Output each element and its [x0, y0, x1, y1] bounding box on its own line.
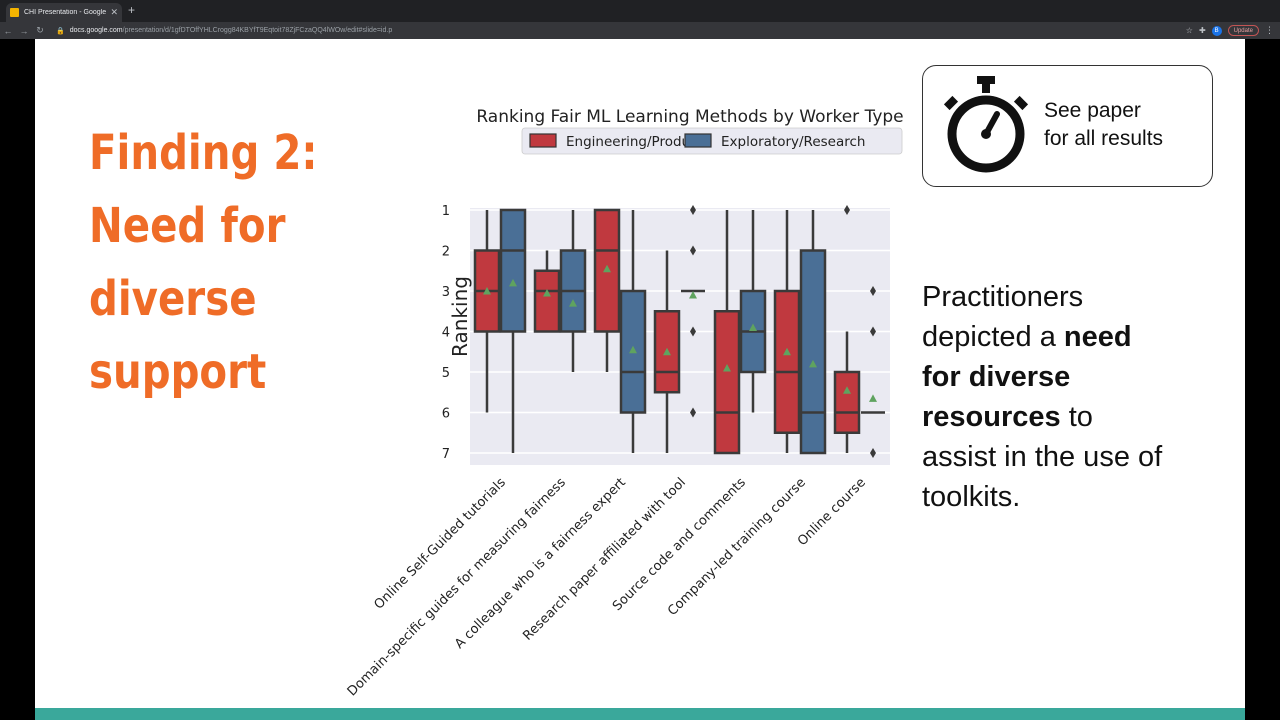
mean-marker [603, 264, 611, 273]
address-bar: ← → ↻ 🔒 docs.google.com /presentation/d/… [0, 22, 1280, 39]
forward-icon[interactable]: → [19, 25, 29, 36]
outlier-point [690, 245, 696, 256]
slide-canvas: Finding 2: Need for diverse support 1 2 3 4… [35, 39, 1245, 720]
x-tick-label: Domain-specific guides for measuring fai… [345, 475, 569, 699]
paper-note-line: for all results [1044, 127, 1164, 150]
url-host: docs.google.com [69, 27, 123, 34]
mean-marker [663, 347, 671, 356]
toolbar-actions: ☆ ✚ B Update ⋮ [1186, 24, 1274, 37]
paper-note-line: See paper [1044, 99, 1141, 122]
bookmark-star-icon[interactable]: ☆ [1185, 26, 1193, 35]
browser-menu-icon[interactable]: ⋮ [1265, 25, 1274, 35]
paper-note-box: See paper for all results [922, 65, 1213, 187]
y-tick-label: 1 [442, 204, 450, 219]
url-path: /presentation/d/1gfDTOffYHLCrogg84KBYfT9… [122, 27, 393, 34]
box-rect [799, 249, 827, 455]
mean-marker [629, 345, 637, 354]
reload-icon[interactable]: ↻ [36, 25, 44, 35]
back-icon[interactable]: ← [3, 25, 13, 36]
outlier-point [844, 205, 850, 215]
desc-emphasis: for diverse [922, 361, 1071, 393]
profile-avatar[interactable]: B [1211, 25, 1222, 36]
desc-line: for diverse [922, 357, 1222, 397]
outlier-point [870, 286, 876, 296]
box-plot-chart: 1 2 3 4 5 6 7 Ranking Fair ML Learning Methods … [345, 107, 904, 699]
desc-emphasis: need [1063, 321, 1132, 353]
y-tick-label: 5 [442, 366, 450, 381]
y-axis-label: Ranking [448, 276, 472, 357]
desc-line: Practitioners [922, 281, 1084, 313]
paper-note-text: See paper for all results [1044, 97, 1163, 153]
slides-favicon-icon [10, 8, 19, 17]
mean-marker [749, 323, 757, 331]
lock-icon: 🔒 [56, 27, 65, 35]
outlier-point [870, 326, 876, 337]
new-tab-icon[interactable]: + [128, 3, 136, 17]
browser-tab[interactable]: CHI Presentation - Google Slides ✕ [6, 3, 122, 22]
mean-marker [783, 347, 791, 356]
chart-title: Ranking Fair ML Learning Methods by Work… [476, 107, 903, 127]
box-rect [619, 289, 647, 414]
title-line: Finding 2: [89, 125, 318, 181]
box-rect [833, 370, 861, 434]
title-line: diverse [89, 271, 257, 327]
y-tick-label: 3 [442, 285, 450, 300]
box-rect [499, 208, 527, 333]
stopwatch-icon [943, 76, 1029, 173]
mean-marker [569, 299, 577, 307]
url-field[interactable]: 🔒 docs.google.com /presentation/d/1gfDTO… [56, 24, 1176, 37]
legend-label: Engineering/Product [566, 134, 703, 150]
legend-swatch [684, 133, 712, 148]
description-text: Practitioners depicted a need for divers… [922, 277, 1222, 517]
title-line: Need for [89, 198, 286, 254]
tab-close-icon[interactable]: ✕ [110, 7, 118, 17]
desc-emphasis: resources [922, 401, 1061, 433]
mean-marker [509, 278, 517, 287]
mean-marker [869, 394, 877, 402]
legend-box [521, 127, 903, 155]
y-tick-label: 7 [442, 447, 450, 462]
desc-line: resources to [922, 397, 1222, 437]
box-rect [773, 289, 801, 434]
desc-text: depicted a [922, 321, 1064, 353]
legend-label: Exploratory/Research [721, 134, 866, 150]
mean-marker [483, 287, 491, 295]
tab-title: CHI Presentation - Google Slides [24, 9, 107, 16]
outlier-point [690, 326, 696, 337]
desc-text: to [1060, 401, 1093, 433]
mean-marker [809, 359, 817, 368]
y-tick-label: 2 [442, 245, 450, 260]
desc-line: depicted a need [922, 317, 1222, 357]
outlier-point [690, 407, 696, 418]
desc-line: toolkits. [922, 481, 1021, 513]
outlier-point [870, 448, 876, 458]
y-tick-label: 4 [442, 326, 450, 341]
extensions-puzzle-icon[interactable]: ✚ [1198, 26, 1206, 35]
slide-footer-bar [35, 708, 1245, 720]
browser-tab-bar: CHI Presentation - Google Slides ✕ + [0, 0, 1280, 22]
box-rect [713, 310, 741, 455]
outlier-point [690, 205, 696, 215]
mean-marker [689, 291, 697, 299]
mean-marker [843, 386, 851, 394]
box-rect [533, 269, 561, 333]
mean-marker [723, 363, 731, 372]
legend-swatch [529, 133, 557, 148]
title-line: support [89, 344, 267, 400]
slide-title: Finding 2: Need for diverse support [89, 117, 318, 409]
desc-line: assist in the use of [922, 441, 1163, 473]
y-tick-label: 6 [442, 407, 450, 422]
mean-marker [543, 289, 551, 297]
update-button[interactable]: Update [1227, 25, 1259, 36]
